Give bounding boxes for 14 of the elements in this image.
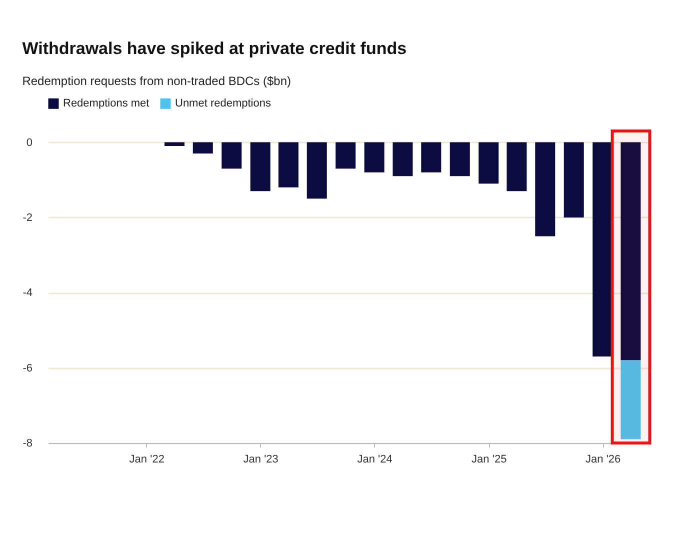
y-tick-label: -6 <box>22 362 32 374</box>
y-tick-label: -8 <box>22 438 32 450</box>
x-tick-label: Jan '25 <box>472 454 507 466</box>
x-tick-label: Jan '22 <box>129 454 164 466</box>
x-tick-label: Jan '24 <box>357 454 392 466</box>
chart-subtitle: Redemption requests from non-traded BDCs ($bn) <box>22 74 292 88</box>
y-tick-label: -2 <box>22 212 32 224</box>
legend-label: Redemptions met <box>63 98 150 110</box>
x-tick-label: Jan '23 <box>243 454 278 466</box>
y-tick-label: 0 <box>26 136 32 149</box>
y-tick-label: -4 <box>22 287 32 300</box>
chart-title: Withdrawals have spiked at private credit funds <box>22 39 407 58</box>
legend-label: Unmet redemptions <box>175 98 272 110</box>
x-tick-label: Jan '26 <box>586 454 621 466</box>
